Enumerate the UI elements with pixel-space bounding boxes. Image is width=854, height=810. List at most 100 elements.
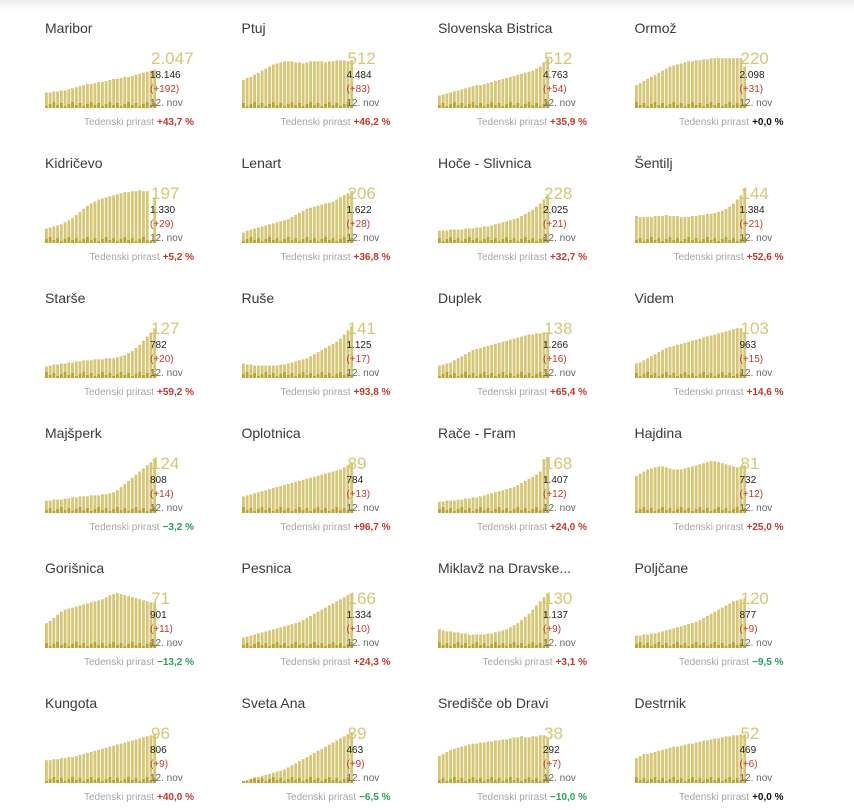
municipality-card[interactable]: Pesnica 166 1.334 (+10) 12. nov Tedenski prir… bbox=[230, 540, 426, 675]
weekly-growth: Tedenski prirast −9,5 % bbox=[679, 657, 783, 668]
bar-daily-segment bbox=[742, 237, 746, 243]
bar bbox=[59, 758, 63, 783]
bar bbox=[134, 191, 138, 243]
bar bbox=[508, 488, 512, 513]
bar bbox=[275, 628, 278, 648]
bar bbox=[123, 192, 127, 243]
bar bbox=[690, 61, 694, 108]
bar bbox=[679, 745, 683, 783]
municipality-card[interactable]: Miklavž na Dravske... 130 1.137 (+9) 12. nov… bbox=[426, 540, 622, 675]
bar-daily-segment bbox=[245, 643, 249, 648]
bar bbox=[101, 599, 104, 648]
bar-daily-segment bbox=[338, 372, 342, 378]
bar bbox=[297, 622, 301, 648]
bar bbox=[293, 763, 297, 783]
municipality-card[interactable]: Starše 127 782 (+20) 12. nov Tedenski prirast… bbox=[33, 270, 229, 405]
municipality-card[interactable]: Maribor 2.047 18.146 (+192) 12. nov Tedenski … bbox=[33, 0, 229, 135]
bar bbox=[134, 598, 138, 648]
bar bbox=[449, 92, 453, 108]
bar-daily-segment bbox=[482, 372, 486, 378]
bar bbox=[275, 63, 278, 108]
bar bbox=[282, 769, 286, 783]
bar bbox=[482, 634, 486, 648]
municipality-card[interactable]: Lenart 206 1.622 (+28) 12. nov Tedenski prira… bbox=[230, 135, 426, 270]
bar-daily-segment bbox=[520, 643, 523, 648]
bar bbox=[512, 625, 516, 648]
municipality-card[interactable]: Ruše 141 1.125 (+17) 12. nov Tedenski prirast… bbox=[230, 270, 426, 405]
bar-daily-segment bbox=[101, 781, 104, 783]
bar bbox=[497, 80, 501, 108]
bar bbox=[245, 230, 249, 243]
bar-daily-segment bbox=[694, 642, 698, 648]
bar bbox=[52, 759, 56, 783]
bar-daily-segment bbox=[742, 646, 746, 648]
municipality-card[interactable]: Duplek 138 1.266 (+16) 12. nov Tedenski prira… bbox=[426, 270, 622, 405]
bar bbox=[694, 60, 698, 108]
bar bbox=[709, 335, 712, 378]
municipality-card[interactable]: Središče ob Dravi 38 292 (+7) 12. nov Tedensk… bbox=[426, 675, 622, 810]
municipality-card[interactable]: Sveta Ana 89 463 (+9) 12. nov Tedenski priras… bbox=[230, 675, 426, 810]
municipality-card[interactable]: Destrnik 52 469 (+6) 12. nov Tedenski prirast… bbox=[623, 675, 819, 810]
bar-daily-segment bbox=[248, 646, 252, 648]
municipality-card[interactable]: Ormož 220 2.098 (+31) 12. nov Tedenski priras… bbox=[623, 0, 819, 135]
bar bbox=[252, 634, 256, 648]
bar bbox=[634, 363, 638, 378]
bar bbox=[634, 758, 638, 783]
municipality-card[interactable]: Gorišnica 71 901 (+11) 12. nov Tedenski prira… bbox=[33, 540, 229, 675]
bar bbox=[638, 217, 642, 243]
bar bbox=[78, 86, 82, 108]
bar bbox=[63, 222, 67, 243]
bar bbox=[438, 756, 441, 783]
bar-daily-segment bbox=[115, 374, 119, 378]
bar-daily-segment bbox=[252, 102, 256, 108]
bar-daily-segment bbox=[634, 373, 638, 378]
municipality-card[interactable]: Rače - Fram 168 1.407 (+12) 12. nov Tedenski … bbox=[426, 405, 622, 540]
bar bbox=[267, 630, 271, 648]
bar-daily-segment bbox=[516, 645, 520, 648]
bar-daily-segment bbox=[724, 375, 727, 378]
bar bbox=[67, 608, 71, 648]
bar bbox=[445, 93, 449, 108]
bar bbox=[241, 232, 245, 243]
bar bbox=[456, 358, 460, 378]
municipality-card[interactable]: Videm 103 963 (+15) 12. nov Tedenski prirast +… bbox=[623, 270, 819, 405]
bar bbox=[89, 203, 93, 243]
municipality-card[interactable]: Hoče - Slivnica 228 2.025 (+21) 12. nov Teden… bbox=[426, 135, 622, 270]
bar-chart bbox=[241, 191, 353, 243]
date-label: 12. nov bbox=[543, 503, 576, 514]
municipality-card[interactable]: Oplotnica 89 784 (+13) 12. nov Tedenski prira… bbox=[230, 405, 426, 540]
municipality-card[interactable]: Ptuj 512 4.484 (+83) 12. nov Tedenski prirast… bbox=[230, 0, 426, 135]
bar-daily-segment bbox=[260, 374, 263, 378]
bar-daily-segment bbox=[145, 102, 149, 108]
bar-daily-segment bbox=[664, 106, 668, 108]
bar bbox=[115, 593, 119, 648]
municipality-card[interactable]: Šentilj 144 1.384 (+21) 12. nov Tedenski prir… bbox=[623, 135, 819, 270]
municipality-card[interactable]: Kidričevo 197 1.330 (+29) 12. nov Tedenski pr… bbox=[33, 135, 229, 270]
bar bbox=[531, 476, 535, 513]
date-label: 12. nov bbox=[150, 368, 183, 379]
municipality-card[interactable]: Kungota 96 806 (+9) 12. nov Tedenski prirast +… bbox=[33, 675, 229, 810]
bar-daily-segment bbox=[516, 778, 520, 783]
municipality-card[interactable]: Poljčane 120 877 (+9) 12. nov Tedenski priras… bbox=[623, 540, 819, 675]
bar bbox=[349, 594, 353, 648]
municipality-card[interactable]: Hajdina 81 732 (+12) 12. nov Tedenski prirast… bbox=[623, 405, 819, 540]
bar bbox=[349, 60, 353, 108]
bar-daily-segment bbox=[638, 509, 642, 513]
bar-chart bbox=[45, 328, 157, 378]
weekly-growth: Tedenski prirast +32,7 % bbox=[477, 252, 587, 263]
bar-daily-segment bbox=[134, 374, 138, 378]
bar bbox=[119, 193, 123, 243]
municipality-card[interactable]: Majšperk 124 808 (+14) 12. nov Tedenski prira… bbox=[33, 405, 229, 540]
bar bbox=[697, 464, 701, 513]
bar-daily-segment bbox=[119, 372, 123, 378]
bar bbox=[645, 634, 649, 648]
bar-daily-segment bbox=[508, 511, 512, 513]
bar-daily-segment bbox=[323, 237, 327, 243]
bar-daily-segment bbox=[290, 373, 293, 378]
bar-daily-segment bbox=[638, 642, 642, 648]
bar bbox=[482, 495, 486, 513]
municipality-card[interactable]: Slovenska Bistrica 512 4.763 (+54) 12. nov Te… bbox=[426, 0, 622, 135]
weekly-growth-label: Tedenski prirast bbox=[280, 657, 351, 668]
bar bbox=[301, 359, 305, 378]
bar bbox=[535, 605, 538, 648]
